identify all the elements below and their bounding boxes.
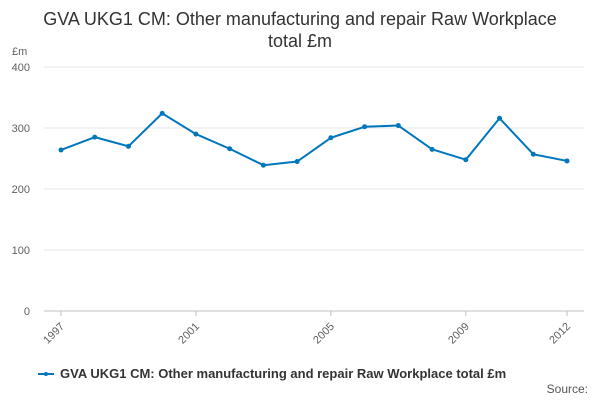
data-point[interactable] — [227, 146, 233, 152]
x-axis-ticks: 1997 2001 2005 2009 2012 — [41, 311, 573, 346]
legend[interactable]: GVA UKG1 CM: Other manufacturing and rep… — [38, 366, 506, 381]
chart-title: GVA UKG1 CM: Other manufacturing and rep… — [43, 9, 557, 51]
data-point[interactable] — [429, 146, 435, 152]
x-tick-label: 1997 — [41, 321, 67, 347]
data-point[interactable] — [328, 135, 334, 141]
y-tick-label: 0 — [24, 306, 30, 318]
x-tick-label: 2009 — [446, 321, 472, 347]
data-point[interactable] — [362, 124, 368, 130]
data-point[interactable] — [193, 131, 199, 137]
data-point[interactable] — [497, 115, 503, 121]
y-tick-label: 300 — [12, 123, 30, 135]
data-point[interactable] — [92, 134, 98, 140]
legend-label: GVA UKG1 CM: Other manufacturing and rep… — [60, 366, 507, 381]
data-point[interactable] — [58, 147, 64, 153]
data-point[interactable] — [159, 110, 165, 116]
y-unit-label: £m — [12, 46, 27, 58]
x-tick-label: 2005 — [311, 321, 337, 347]
x-tick-label: 2001 — [176, 321, 202, 347]
data-point[interactable] — [260, 162, 266, 168]
data-point[interactable] — [294, 159, 300, 165]
y-tick-label: 400 — [12, 62, 30, 74]
series-layer — [58, 110, 570, 168]
data-point[interactable] — [564, 158, 570, 164]
y-axis-ticks: 0 100 200 300 400 — [12, 62, 30, 318]
data-point[interactable] — [125, 143, 131, 149]
data-point[interactable] — [395, 123, 401, 129]
y-tick-label: 100 — [12, 245, 30, 257]
y-tick-label: 200 — [12, 184, 30, 196]
legend-line-marker-icon — [38, 369, 54, 379]
series-line — [60, 112, 568, 167]
data-point[interactable] — [463, 157, 469, 163]
x-tick-label: 2012 — [547, 321, 573, 347]
data-point[interactable] — [530, 151, 536, 157]
source-label: Source: — [546, 382, 588, 396]
gridlines — [44, 66, 584, 312]
